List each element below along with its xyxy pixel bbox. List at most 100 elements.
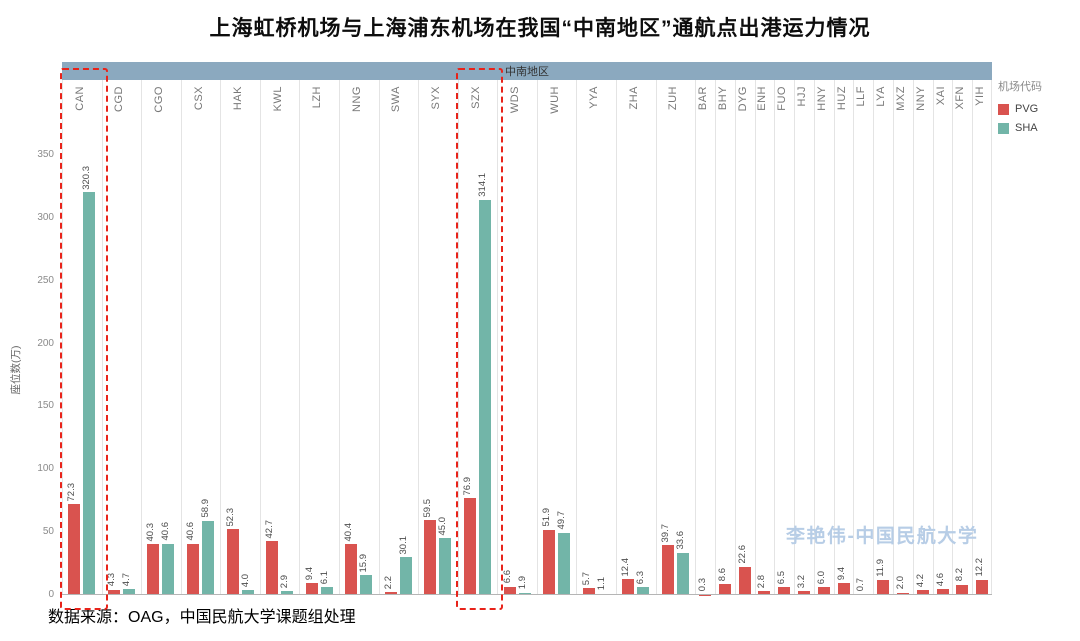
value-label-pvg-XAI: 4.6 <box>934 573 946 587</box>
grid-line <box>418 80 420 595</box>
value-label-sha-WUH: 49.7 <box>556 511 568 530</box>
value-label-pvg-NNG: 40.4 <box>343 522 355 542</box>
value-label-sha-WDS: 1.9 <box>516 576 528 590</box>
grid-line <box>101 80 103 595</box>
bar-sha-SWA <box>399 557 412 595</box>
value-label-sha-HAK: 4.0 <box>239 573 251 587</box>
category-label-HUZ: HUZ <box>835 86 848 111</box>
bar-sha-SYX <box>439 538 452 595</box>
grid-line <box>259 80 261 595</box>
legend-title: 机场代码 <box>998 81 1042 93</box>
value-label-pvg-ZUH: 39.7 <box>659 523 671 543</box>
y-tick-label-100: 100 <box>37 463 54 475</box>
grid-line <box>180 80 182 595</box>
category-label-SYX: SYX <box>429 86 442 110</box>
legend-item-pvg: PVG <box>998 103 1042 115</box>
bar-pvg-CGO <box>147 544 160 595</box>
grid-line <box>952 80 954 595</box>
bar-sha-NNG <box>360 575 373 595</box>
grid-line <box>378 80 380 595</box>
bar-pvg-SZX <box>464 498 477 595</box>
bar-pvg-HJJ <box>798 590 811 595</box>
category-label-KWL: KWL <box>271 86 284 112</box>
grid-line <box>220 80 222 595</box>
category-label-MXZ: MXZ <box>894 86 907 111</box>
grid-line <box>62 80 63 595</box>
bar-pvg-LZH <box>305 583 318 595</box>
value-label-pvg-NNY: 4.2 <box>914 573 926 587</box>
category-label-LZH: LZH <box>311 86 324 109</box>
category-label-XFN: XFN <box>954 86 967 110</box>
value-label-pvg-CGO: 40.3 <box>145 522 157 542</box>
bar-pvg-NNG <box>345 544 358 595</box>
bar-pvg-ZHA <box>622 579 635 595</box>
grid-line <box>299 80 301 595</box>
value-label-pvg-KWL: 42.7 <box>264 519 276 539</box>
value-label-sha-ZUH: 33.6 <box>674 531 686 550</box>
plot-area: CAN 72.3 320.3 CGD 4.3 4.7 CGO 40.3 40.6 CSX 40.6 5… <box>62 80 992 595</box>
grid-line <box>714 80 716 595</box>
value-label-pvg-BHY: 8.6 <box>716 567 728 582</box>
bar-pvg-XAI <box>936 589 949 595</box>
value-label-pvg-HAK: 52.3 <box>224 507 236 527</box>
value-label-sha-CGO: 40.6 <box>160 522 172 541</box>
value-label-pvg-CGD: 4.3 <box>105 573 117 587</box>
watermark: 李艳伟-中国民航大学 <box>786 526 979 547</box>
bar-sha-HAK <box>241 589 254 595</box>
grid-line <box>912 80 914 595</box>
category-label-HJJ: HJJ <box>796 86 809 107</box>
grid-line <box>141 80 143 595</box>
bar-pvg-SWA <box>384 592 397 595</box>
grid-line <box>457 80 459 595</box>
bar-pvg-YIH <box>976 579 989 595</box>
legend: 机场代码 PVG SHA <box>998 78 1042 141</box>
bar-pvg-HUZ <box>837 583 850 595</box>
value-label-pvg-FUO: 6.5 <box>776 570 788 584</box>
category-label-SWA: SWA <box>390 86 403 113</box>
bar-pvg-XFN <box>956 584 969 595</box>
value-label-pvg-LYA: 11.9 <box>875 559 887 578</box>
grid-line <box>536 80 538 595</box>
value-label-pvg-SWA: 2.2 <box>382 576 394 590</box>
value-label-pvg-SYX: 59.5 <box>422 498 434 518</box>
bar-pvg-MXZ <box>896 592 909 595</box>
grid-line <box>794 80 796 595</box>
bar-pvg-BHY <box>718 584 731 595</box>
bar-pvg-CAN <box>68 504 81 595</box>
value-label-pvg-ZHA: 12.4 <box>620 557 632 577</box>
value-label-pvg-LLF: 0.7 <box>855 577 867 592</box>
category-label-FUO: FUO <box>776 86 789 111</box>
y-tick-label-150: 150 <box>37 400 54 412</box>
category-label-DYG: DYG <box>736 86 749 112</box>
bar-pvg-FUO <box>778 586 791 595</box>
grid-line <box>695 80 697 595</box>
value-label-pvg-HJJ: 3.2 <box>796 574 808 588</box>
legend-label-sha: SHA <box>1015 122 1038 134</box>
grid-line <box>873 80 875 595</box>
grid-line <box>932 80 934 595</box>
value-label-pvg-MXZ: 2.0 <box>894 576 906 590</box>
legend-item-sha: SHA <box>998 122 1042 134</box>
y-tick-label-350: 350 <box>37 149 54 160</box>
highlight-box-CAN <box>60 68 108 610</box>
y-tick-label-300: 300 <box>37 211 54 223</box>
category-label-ZUH: ZUH <box>667 86 680 111</box>
bar-sha-CAN <box>83 192 96 595</box>
value-label-pvg-BAR: 0.3 <box>697 578 709 592</box>
value-label-sha-LZH: 6.1 <box>318 571 330 585</box>
region-header-band: 中南地区 <box>62 62 992 80</box>
bar-sha-CSX <box>202 520 214 595</box>
bar-sha-WDS <box>518 592 531 595</box>
value-label-pvg-YYA: 5.7 <box>580 571 592 585</box>
category-label-LYA: LYA <box>875 86 888 107</box>
bar-sha-SZX <box>479 200 492 595</box>
bar-pvg-ENH <box>758 591 771 595</box>
grid-line <box>893 80 895 595</box>
grid-line <box>754 80 756 595</box>
legend-label-pvg: PVG <box>1015 103 1039 115</box>
bar-pvg-CSX <box>187 543 199 595</box>
grid-line <box>497 80 499 595</box>
value-label-pvg-ENH: 2.8 <box>756 575 768 589</box>
bar-sha-KWL <box>281 591 294 595</box>
